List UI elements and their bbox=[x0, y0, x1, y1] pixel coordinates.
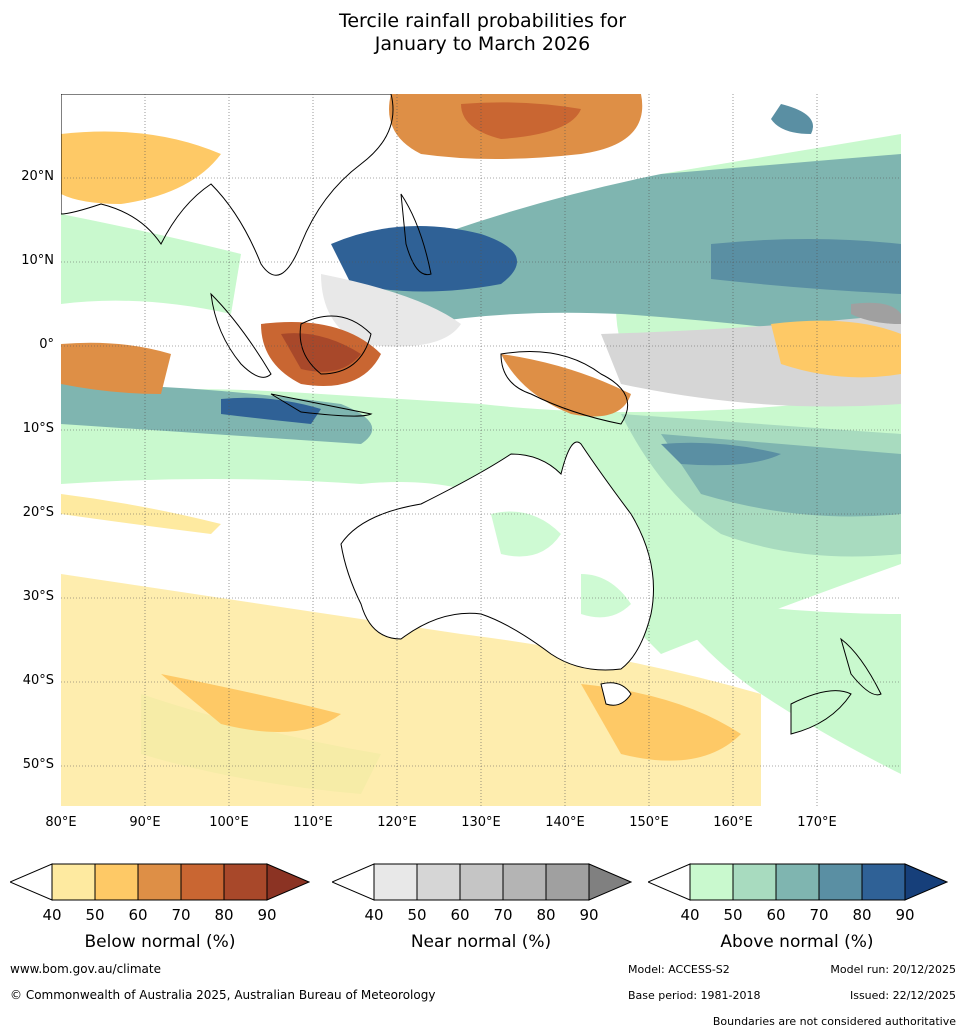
above-tick-70: 70 bbox=[809, 906, 829, 924]
below-tick-70: 70 bbox=[171, 906, 191, 924]
lon-label-110e: 110°E bbox=[293, 815, 333, 830]
above-tick-60: 60 bbox=[766, 906, 786, 924]
issued-text: Issued: 22/12/2025 bbox=[849, 989, 956, 1002]
near-tick-40: 40 bbox=[364, 906, 384, 924]
below-tick-90: 90 bbox=[257, 906, 277, 924]
lat-label-40s: 40°S bbox=[22, 673, 54, 688]
above-normal-title: Above normal (%) bbox=[720, 932, 874, 952]
near-tick-90: 90 bbox=[579, 906, 599, 924]
title-line-2: January to March 2026 bbox=[374, 33, 591, 55]
below-tick-50: 50 bbox=[85, 906, 105, 924]
colorbar-above-normal bbox=[648, 863, 948, 901]
lon-label-160e: 160°E bbox=[713, 815, 753, 830]
lon-label-120e: 120°E bbox=[377, 815, 417, 830]
map-title: Tercile rainfall probabilities for Janua… bbox=[0, 10, 965, 56]
bom-url-link[interactable]: www.bom.gov.au/climate bbox=[10, 962, 161, 976]
lon-label-80e: 80°E bbox=[45, 815, 77, 830]
lon-label-140e: 140°E bbox=[545, 815, 585, 830]
lon-label-100e: 100°E bbox=[209, 815, 249, 830]
lon-label-130e: 130°E bbox=[461, 815, 501, 830]
lat-label-20s: 20°S bbox=[22, 505, 54, 520]
model-run-text: Model run: 20/12/2025 bbox=[830, 963, 956, 976]
above-tick-90: 90 bbox=[895, 906, 915, 924]
above-tick-40: 40 bbox=[680, 906, 700, 924]
colorbar-below-normal bbox=[10, 863, 310, 901]
disclaimer-text: Boundaries are not considered authoritat… bbox=[712, 1015, 956, 1028]
lat-label-10s: 10°S bbox=[22, 421, 54, 436]
title-line-1: Tercile rainfall probabilities for bbox=[338, 10, 627, 32]
below-tick-40: 40 bbox=[42, 906, 62, 924]
below-normal-title: Below normal (%) bbox=[84, 932, 236, 952]
map-canvas bbox=[61, 94, 901, 806]
near-tick-80: 80 bbox=[536, 906, 556, 924]
rainfall-map bbox=[61, 94, 901, 806]
copyright-text: © Commonwealth of Australia 2025, Austra… bbox=[10, 988, 436, 1002]
lat-label-30s: 30°S bbox=[22, 589, 54, 604]
below-tick-80: 80 bbox=[214, 906, 234, 924]
lon-label-150e: 150°E bbox=[629, 815, 669, 830]
above-tick-80: 80 bbox=[852, 906, 872, 924]
lat-label-50s: 50°S bbox=[22, 757, 54, 772]
lon-label-170e: 170°E bbox=[797, 815, 837, 830]
colorbar-near-normal bbox=[332, 863, 632, 901]
above-tick-50: 50 bbox=[723, 906, 743, 924]
near-tick-70: 70 bbox=[493, 906, 513, 924]
near-normal-title: Near normal (%) bbox=[410, 932, 552, 952]
lat-label-0: 0° bbox=[39, 337, 54, 352]
near-tick-50: 50 bbox=[407, 906, 427, 924]
lat-label-20n: 20°N bbox=[21, 169, 54, 184]
lat-label-10n: 10°N bbox=[21, 253, 54, 268]
below-tick-60: 60 bbox=[128, 906, 148, 924]
base-period-text: Base period: 1981-2018 bbox=[628, 989, 761, 1002]
model-text: Model: ACCESS-S2 bbox=[628, 963, 730, 976]
lon-label-90e: 90°E bbox=[129, 815, 161, 830]
near-tick-60: 60 bbox=[450, 906, 470, 924]
